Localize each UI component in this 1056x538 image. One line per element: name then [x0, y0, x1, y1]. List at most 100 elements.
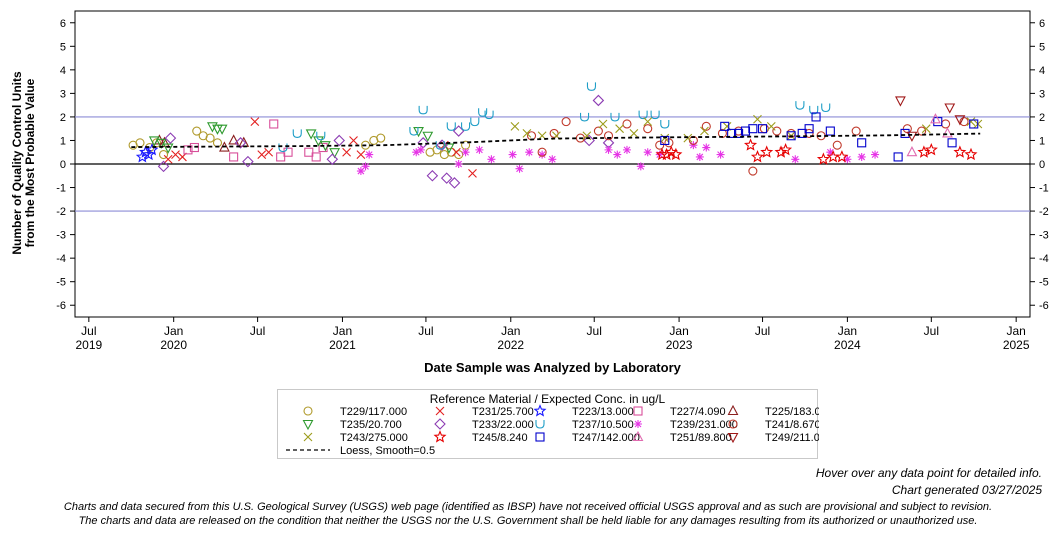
- series-t223-13-000: [135, 143, 159, 163]
- data-point: [832, 140, 842, 150]
- data-point: [586, 82, 597, 91]
- legend-item-t237-10-500: T237/10.500: [535, 419, 634, 431]
- data-point: [205, 133, 215, 143]
- data-point: [720, 121, 730, 131]
- data-point: [412, 148, 421, 157]
- data-point: [461, 148, 470, 157]
- data-point: [234, 137, 247, 149]
- y-tick-label: 4: [60, 65, 66, 77]
- data-point: [326, 153, 339, 166]
- data-point: [278, 143, 288, 153]
- data-point: [508, 150, 517, 159]
- y-tick-label-right: 1: [1039, 135, 1045, 147]
- legend-title: Reference Material / Expected Conc. in u…: [429, 392, 666, 406]
- y-tick-label-right: 5: [1039, 41, 1045, 53]
- legend-marker: [535, 432, 545, 442]
- data-point: [695, 152, 704, 161]
- data-point: [821, 103, 831, 113]
- y-tick-label-right: 2: [1039, 112, 1045, 124]
- legend-label: T233/22.000: [472, 419, 534, 431]
- x-tick-year-label: 2023: [666, 338, 693, 352]
- data-point: [744, 138, 758, 151]
- data-point: [748, 124, 758, 134]
- data-point: [148, 136, 160, 147]
- series-loess-smooth-0-5: [131, 132, 981, 148]
- legend-item-t233-22-000: T233/22.000: [434, 418, 534, 431]
- data-point: [487, 155, 496, 164]
- data-point: [959, 117, 969, 127]
- data-point: [622, 119, 632, 129]
- data-point: [426, 169, 439, 182]
- data-point: [795, 101, 805, 110]
- x-tick-label: Jul: [81, 324, 96, 338]
- data-point: [636, 162, 645, 171]
- data-point: [304, 147, 314, 157]
- data-point: [207, 122, 218, 133]
- data-point: [229, 152, 239, 162]
- data-point: [772, 126, 782, 136]
- x-tick-label: Jan: [1006, 324, 1025, 338]
- loess-line: [131, 132, 981, 148]
- y-tick-label: -4: [56, 253, 66, 265]
- legend-marker: [727, 404, 739, 416]
- x-tick-year-label: 2024: [834, 338, 861, 352]
- data-point: [311, 152, 321, 162]
- data-point: [655, 140, 665, 150]
- data-point: [944, 103, 956, 114]
- data-point: [843, 155, 852, 164]
- data-point: [825, 126, 835, 136]
- data-point: [376, 133, 386, 143]
- legend-marker: [533, 404, 547, 417]
- data-point: [917, 126, 927, 136]
- data-point: [906, 131, 918, 142]
- data-point: [356, 167, 365, 176]
- data-point: [655, 150, 664, 159]
- data-point: [592, 94, 605, 107]
- legend-label: Loess, Smooth=0.5: [340, 445, 435, 457]
- legend-marker: [302, 419, 314, 431]
- data-point: [446, 122, 456, 131]
- legend-marker: [634, 420, 642, 428]
- data-point: [522, 129, 532, 138]
- data-point: [906, 146, 918, 157]
- x-tick-label: Jan: [333, 324, 352, 338]
- data-point: [942, 127, 953, 138]
- data-point: [242, 155, 254, 168]
- data-point: [356, 150, 366, 159]
- legend-label: T237/10.500: [572, 419, 634, 431]
- legend-marker: [303, 406, 313, 416]
- data-point: [440, 172, 453, 184]
- x-tick-year-label: 2022: [497, 338, 524, 352]
- y-tick-label-right: 6: [1039, 18, 1045, 30]
- data-point: [804, 128, 814, 138]
- y-axis-title-line2: from the Most Probable Value: [23, 78, 37, 248]
- data-point: [650, 110, 660, 120]
- legend-item-t243-275-000: T243/275.000: [303, 432, 408, 444]
- hover-note: Hover over any data point for detailed i…: [815, 466, 1042, 480]
- data-point: [538, 150, 547, 159]
- x-tick-label: Jul: [587, 324, 602, 338]
- y-tick-label-right: -3: [1039, 230, 1049, 242]
- data-point: [413, 126, 424, 138]
- series-t243-275-000: [510, 114, 983, 143]
- data-point: [443, 143, 455, 154]
- y-tick-label: 1: [60, 135, 66, 147]
- data-point: [734, 128, 744, 138]
- y-tick-label-right: -2: [1039, 206, 1049, 218]
- x-axis-title: Date Sample was Analyzed by Laboratory: [424, 360, 681, 375]
- x-tick-label: Jul: [250, 324, 265, 338]
- data-point: [921, 124, 931, 134]
- disclaimer-line-2: The charts and data are released on the …: [78, 515, 978, 527]
- y-tick-label: 5: [60, 41, 66, 53]
- y-tick-label: 2: [60, 112, 66, 124]
- legend-label: T229/117.000: [340, 406, 407, 418]
- data-point: [349, 136, 358, 145]
- legend-label: T223/13.000: [572, 406, 634, 418]
- y-tick-label-right: 4: [1039, 65, 1045, 77]
- legend-label: T227/4.090: [670, 406, 726, 418]
- data-point: [192, 126, 202, 136]
- data-point: [158, 150, 169, 160]
- data-point: [947, 138, 957, 148]
- data-point: [451, 147, 461, 157]
